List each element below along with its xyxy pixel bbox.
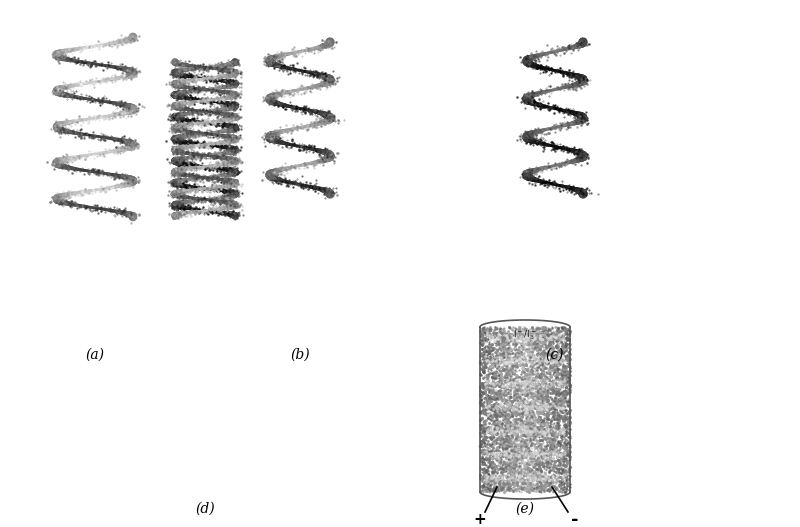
Text: (a): (a) bbox=[86, 348, 105, 362]
Text: $\mathrm{I}^-/\mathrm{I}_3^-$: $\mathrm{I}^-/\mathrm{I}_3^-$ bbox=[513, 328, 537, 341]
Text: +: + bbox=[474, 512, 486, 527]
Text: (b): (b) bbox=[290, 348, 310, 362]
Text: (e): (e) bbox=[515, 502, 534, 516]
Text: (c): (c) bbox=[546, 348, 564, 362]
Text: -: - bbox=[571, 511, 578, 527]
Text: (d): (d) bbox=[195, 502, 215, 516]
